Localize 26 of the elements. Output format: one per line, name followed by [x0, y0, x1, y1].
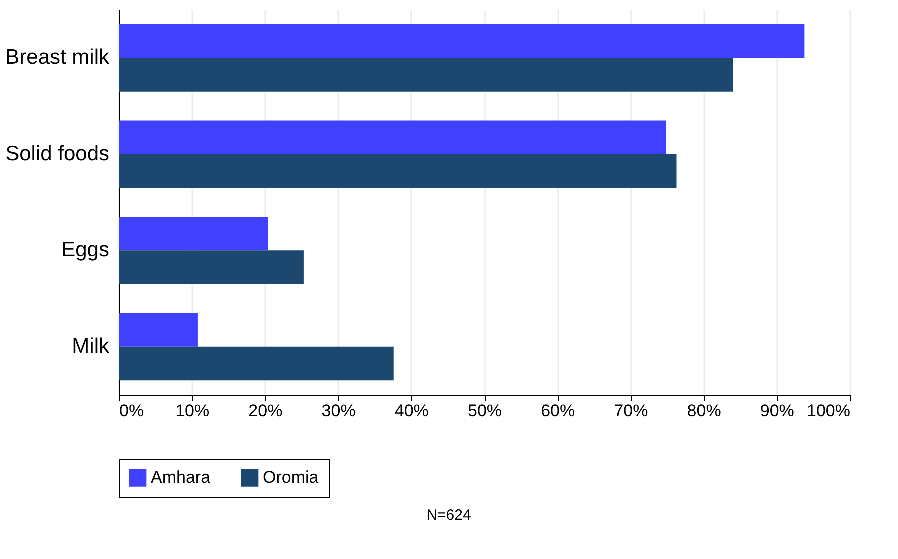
y-tick-label: Milk	[72, 334, 110, 358]
y-tick-label: Solid foods	[6, 142, 110, 166]
bar	[119, 216, 268, 251]
x-tick-label: 30%	[322, 402, 356, 420]
bar	[119, 313, 198, 347]
bar	[119, 346, 394, 381]
x-tick-label: 100%	[807, 402, 850, 420]
y-tick-label: Eggs	[62, 238, 110, 262]
x-tick-label: 10%	[176, 402, 210, 420]
x-tick-label: 60%	[541, 402, 576, 420]
x-tick-label: 0%	[120, 402, 144, 420]
bar	[119, 120, 667, 154]
text: N=624	[426, 507, 472, 524]
x-tick-label: 90%	[760, 402, 794, 420]
y-tick-label: Breast milk	[6, 46, 110, 70]
x-tick-label: 70%	[614, 402, 648, 420]
legend-label: Oromia	[263, 468, 320, 488]
x-tick-label: 40%	[394, 402, 429, 420]
bar	[119, 250, 304, 284]
x-tick-label: 50%	[468, 402, 502, 420]
bar	[119, 58, 734, 92]
legend-label: Amhara	[151, 468, 212, 488]
bar	[119, 154, 677, 188]
x-tick-label: 80%	[687, 402, 722, 420]
x-tick-label: 20%	[248, 402, 283, 420]
bar	[119, 24, 805, 58]
